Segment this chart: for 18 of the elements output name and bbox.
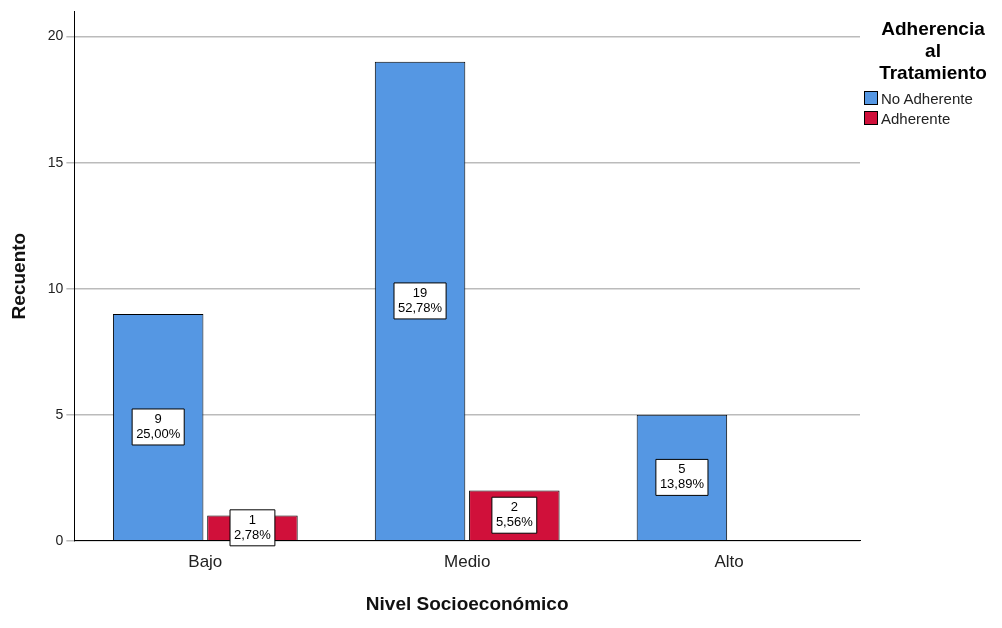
x-axis-title: Nivel Socioeconómico [365,592,569,614]
data-label: 19 52,78% [398,285,443,316]
x-tick-label: Bajo [188,551,223,571]
data-label: 5 13,89% [659,461,705,492]
legend-label: No Adherente [881,89,973,107]
y-axis-title: Recuento [7,232,29,320]
y-tick-label: 20 [47,27,64,44]
x-tick-label: Medio [444,551,491,571]
y-tick-label: 10 [47,279,64,296]
data-label: 9 25,00% [136,411,181,442]
data-label: 1 2,78% [234,511,272,542]
y-tick-label: 15 [47,153,64,170]
y-tick-label: 0 [55,531,64,548]
legend-title: Adherencia al Tratamiento [878,18,988,84]
y-tick-label: 5 [55,405,64,422]
x-tick-label: Alto [714,551,744,571]
legend-label: Adherente [881,109,951,127]
data-label: 2 5,56% [495,499,534,530]
